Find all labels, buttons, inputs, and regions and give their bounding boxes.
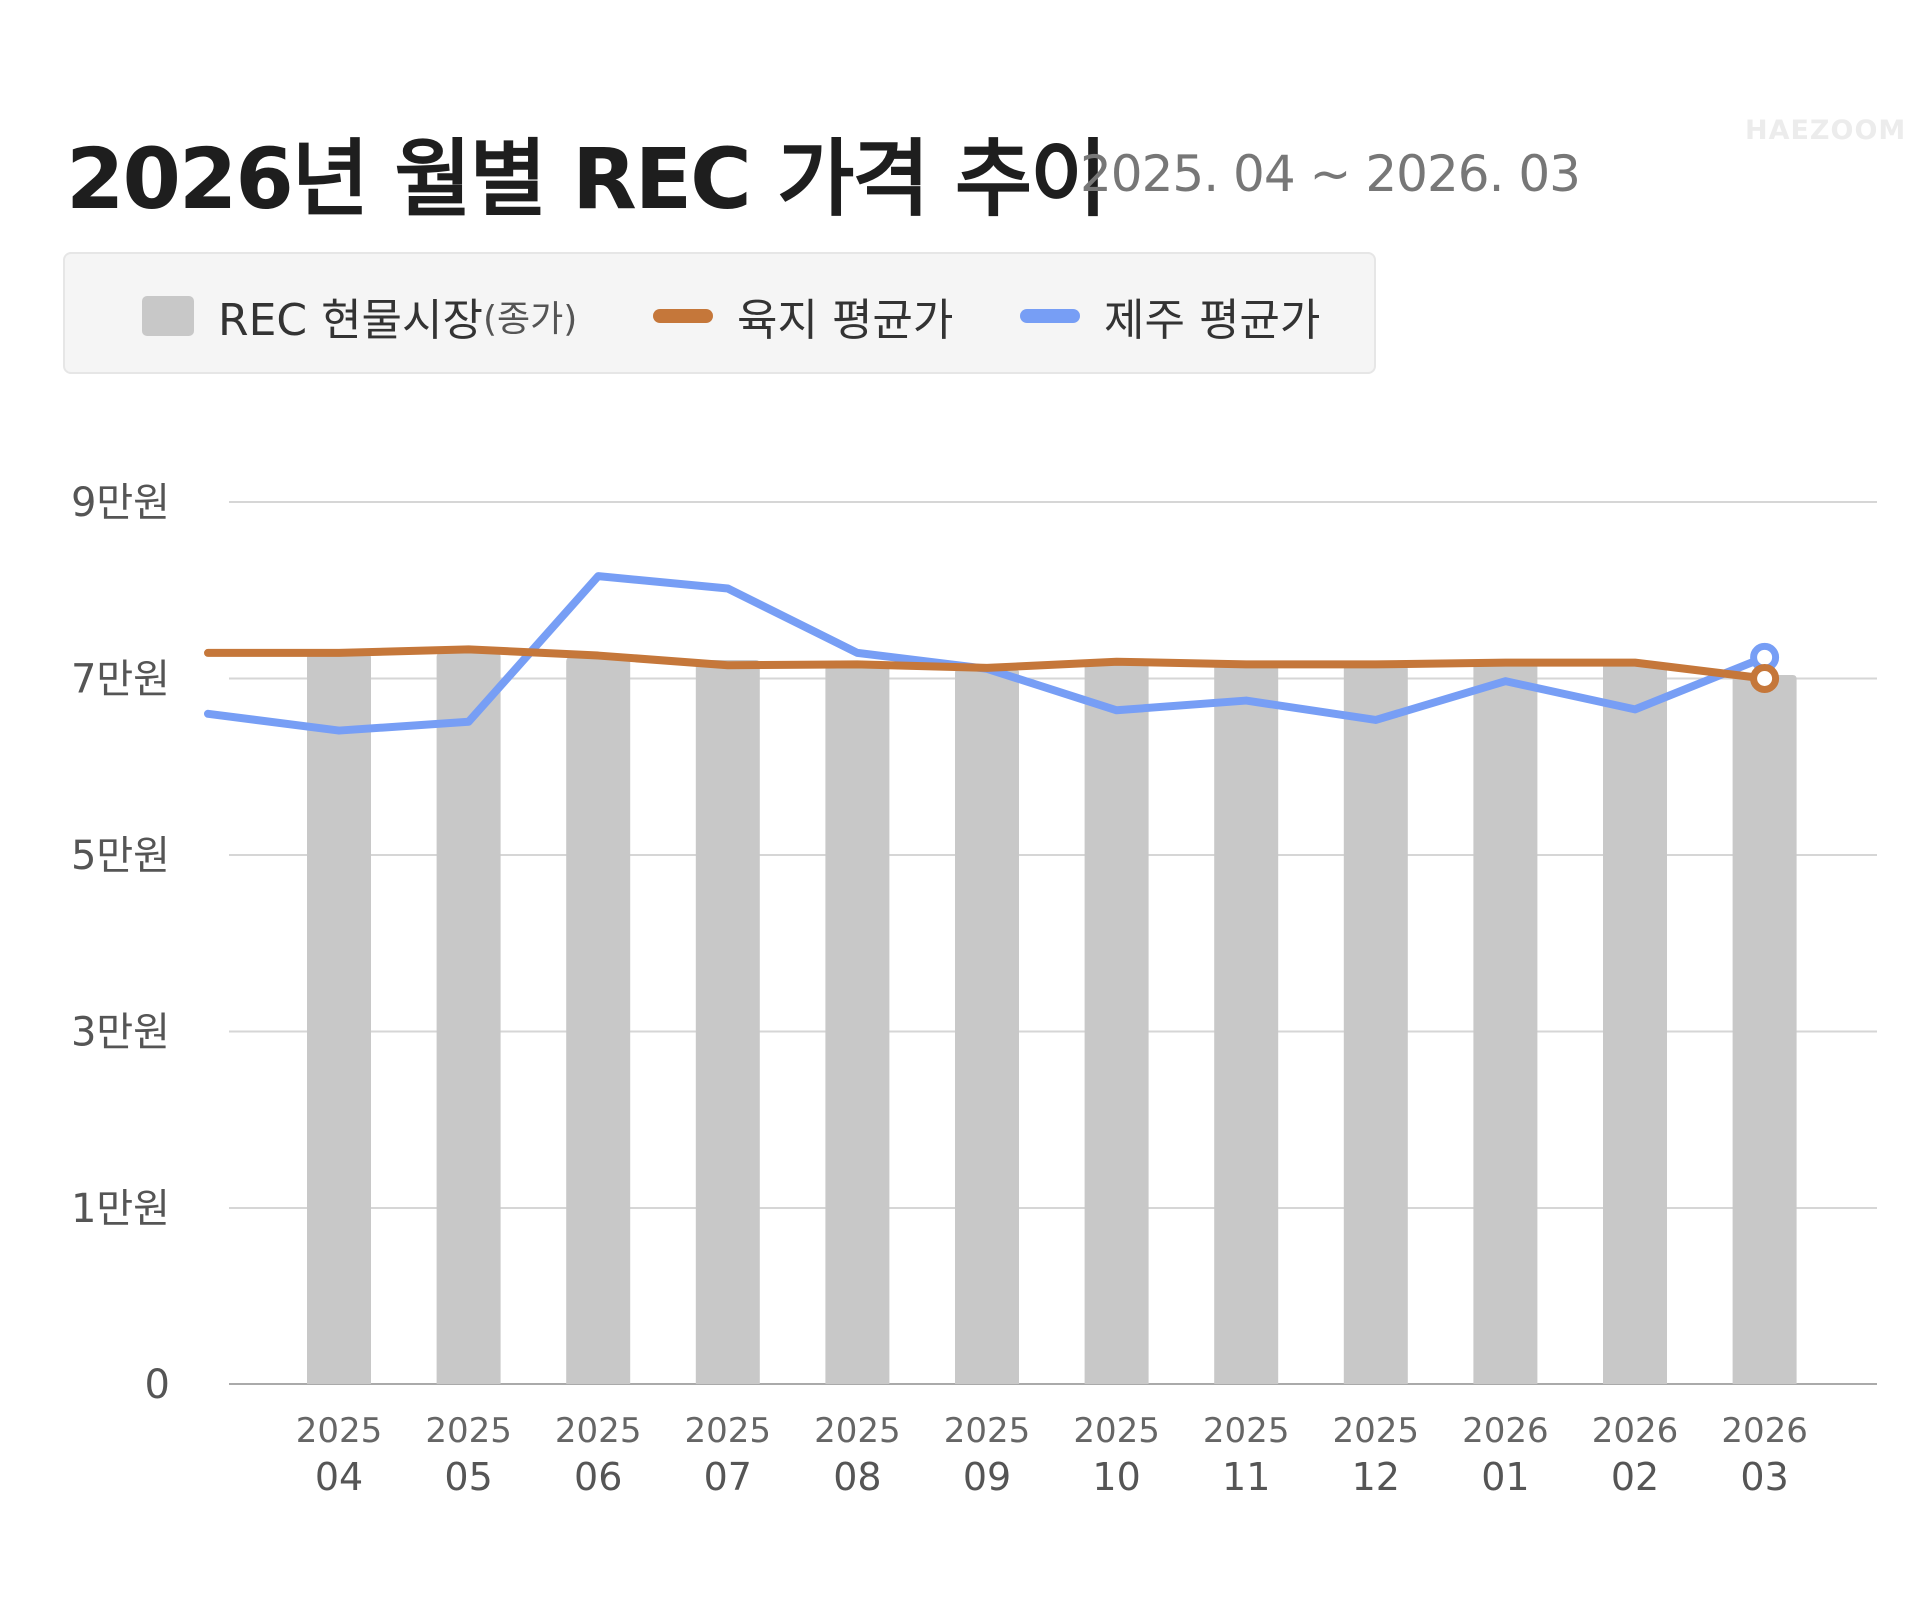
bar [695,659,760,1384]
bar [1473,663,1538,1384]
x-tick-month: 03 [1740,1455,1788,1499]
x-tick-year: 2026 [1721,1411,1808,1451]
bar [825,665,890,1384]
watermark-logo: HAEZOOM [1745,115,1907,146]
bar [1343,665,1408,1384]
x-tick-month: 08 [833,1455,881,1499]
y-tick-label: 7만원 [71,657,170,703]
x-tick-year: 2026 [1462,1411,1549,1451]
legend-swatch-line [1020,309,1080,323]
chart-title: 2026년 월별 REC 가격 추이 [66,130,1107,228]
x-tick-month: 07 [704,1455,752,1499]
legend-label: 육지 평균가 [737,295,954,346]
x-tick-month: 02 [1611,1455,1659,1499]
bar [566,657,631,1384]
x-tick-month: 10 [1092,1455,1140,1499]
x-tick-month: 01 [1481,1455,1529,1499]
legend: REC 현물시장 (종가) 육지 평균가 제주 평균가 [63,252,1376,374]
x-tick-year: 2025 [685,1411,772,1451]
bar [955,668,1019,1384]
x-tick-month: 09 [963,1455,1011,1499]
bar [1603,663,1667,1384]
y-tick-label: 5만원 [71,833,170,879]
data-point [1750,664,1780,693]
x-tick-year: 2026 [1592,1411,1679,1451]
y-tick-label: 1만원 [71,1186,170,1232]
legend-swatch-line [653,309,713,323]
series-line [204,645,1769,683]
x-tick-year: 2025 [1203,1411,1290,1451]
x-tick-year: 2025 [296,1411,383,1451]
x-tick-month: 05 [444,1455,492,1499]
legend-label: REC 현물시장 [218,295,484,346]
x-tick-year: 2025 [1333,1411,1420,1451]
x-tick-month: 06 [574,1455,622,1499]
x-tick-year: 2025 [555,1411,642,1451]
bar [1214,663,1279,1384]
x-tick-month: 12 [1352,1455,1400,1499]
chart-subtitle: 2025. 04 ~ 2026. 03 [1080,145,1581,203]
x-tick-year: 2025 [944,1411,1031,1451]
bar [307,653,371,1384]
y-tick-label: 9만원 [71,480,170,526]
bar [1732,674,1797,1384]
legend-label: 제주 평균가 [1104,295,1321,346]
legend-swatch-bar [142,296,194,336]
legend-item-jeju: 제주 평균가 [1020,284,1320,348]
x-tick-month: 04 [315,1455,363,1499]
x-tick-month: 11 [1222,1455,1270,1499]
legend-item-spot: REC 현물시장 (종가) [142,284,577,348]
legend-label-suffix: (종가) [483,299,578,340]
x-tick-year: 2025 [814,1411,901,1451]
bar [436,652,501,1384]
bar [1084,663,1149,1384]
y-tick-label: 3만원 [71,1010,170,1056]
x-tick-year: 2025 [1073,1411,1160,1451]
y-tick-label: 0 [145,1362,170,1408]
x-tick-year: 2025 [425,1411,512,1451]
legend-item-mainland: 육지 평균가 [653,284,953,348]
